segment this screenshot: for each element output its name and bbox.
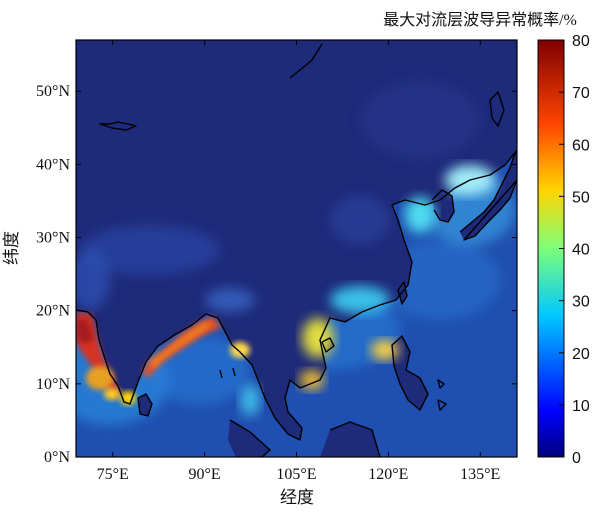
colorbar-title: 最大对流层波导异常概率/%: [383, 11, 577, 29]
y-tick-label: 10°N: [36, 376, 70, 393]
y-axis-title: 纬度: [2, 231, 21, 265]
colorbar-ticks: 80 70 60 50 40 30 20 10 0: [559, 33, 590, 467]
colorbar-tick-label: 0: [572, 450, 581, 467]
colorbar-tick-label: 20: [572, 346, 590, 363]
colorbar: 80 70 60 50 40 30 20 10 0 最大对流层波导异常概率/%: [383, 11, 590, 467]
x-axis-title: 经度: [280, 488, 314, 507]
colorbar-tick-label: 50: [572, 189, 590, 206]
colorbar-tick-label: 80: [572, 33, 590, 50]
y-tick-label: 50°N: [36, 83, 70, 100]
y-tick-label: 30°N: [36, 230, 70, 247]
x-axis: 75°E 90°E 105°E 120°E 135°E: [97, 40, 500, 483]
x-tick-label: 90°E: [189, 466, 221, 483]
colorbar-tick-label: 60: [572, 137, 590, 154]
x-tick-label: 135°E: [460, 466, 500, 483]
y-tick-label: 0°N: [44, 449, 70, 466]
map-panel: [76, 40, 517, 457]
colorbar-tick-label: 40: [572, 242, 590, 259]
colorbar-tick-label: 10: [572, 398, 590, 415]
y-tick-label: 20°N: [36, 303, 70, 320]
x-tick-label: 120°E: [368, 466, 408, 483]
x-tick-label: 105°E: [276, 466, 316, 483]
colorbar-tick-label: 70: [572, 85, 590, 102]
probability-hotspots: [76, 165, 495, 416]
land-texture: [76, 80, 480, 312]
y-axis: 50°N 40°N 30°N 20°N 10°N 0°N: [36, 83, 517, 466]
y-tick-label: 40°N: [36, 156, 70, 173]
colorbar-tick-label: 30: [572, 294, 590, 311]
coastlines: [76, 43, 517, 457]
x-tick-label: 75°E: [97, 466, 129, 483]
